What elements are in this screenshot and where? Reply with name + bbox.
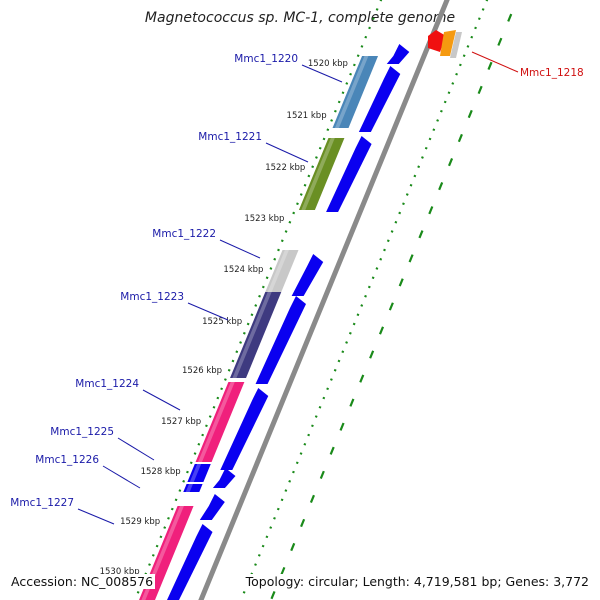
gene-bar-mmc1-1226-shine bbox=[185, 484, 193, 492]
backbone-line bbox=[198, 0, 450, 600]
gene-label: Mmc1_1222 bbox=[152, 228, 216, 240]
tick-label: 1525 kbp bbox=[202, 317, 242, 327]
gene-bar-mmc1-1223 bbox=[230, 292, 282, 378]
gene-label-highlight: Mmc1_1218 bbox=[520, 67, 584, 79]
topology-label: Topology: circular; Length: 4,719,581 bp… bbox=[243, 574, 591, 589]
gene-bar-mmc1-1221-shine bbox=[301, 138, 335, 210]
gene-label: Mmc1_1226 bbox=[35, 454, 99, 466]
gene-bar-mmc1-1225 bbox=[187, 464, 211, 482]
accession-label: Accession: NC_008576 bbox=[9, 574, 156, 589]
tick-label: 1524 kbp bbox=[223, 265, 263, 275]
gene-arrow-blue bbox=[212, 468, 236, 488]
tick-label: 1522 kbp bbox=[265, 163, 305, 173]
gene-label: Mmc1_1220 bbox=[234, 53, 298, 65]
gene-leader-line bbox=[142, 389, 181, 411]
tick-label: 1527 kbp bbox=[161, 417, 201, 427]
gene-label: Mmc1_1223 bbox=[120, 291, 184, 303]
gene-label: Mmc1_1225 bbox=[50, 426, 114, 438]
gene-arrow-blue bbox=[326, 136, 372, 212]
gene-mmc1-1218-orange bbox=[440, 30, 456, 56]
gene-bar-mmc1-1224-shine bbox=[197, 382, 235, 462]
gene-bar-mmc1-1220 bbox=[332, 56, 379, 128]
gene-arrow-blue bbox=[291, 254, 324, 296]
gene-leader-line bbox=[301, 64, 343, 83]
gene-leader-line bbox=[219, 239, 261, 259]
gene-arrow-blue bbox=[358, 66, 401, 132]
map-title: Magnetococcus sp. MC-1, complete genome bbox=[144, 10, 456, 26]
gene-leader-line-highlight bbox=[471, 51, 519, 73]
tick-rail-minor bbox=[269, 0, 519, 600]
gene-mmc1-1218-gray bbox=[450, 32, 462, 58]
gene-arrow-blue bbox=[167, 524, 213, 600]
gene-leader-line bbox=[117, 437, 155, 461]
gene-label: Mmc1_1224 bbox=[75, 378, 139, 390]
gene-bar-mmc1-1222-shine bbox=[267, 250, 289, 292]
gene-bar-mmc1-1221 bbox=[298, 138, 345, 210]
tick-label: 1520 kbp bbox=[308, 59, 348, 69]
gene-arrow-blue bbox=[255, 296, 306, 384]
gene-bar-mmc1-1222 bbox=[265, 250, 299, 292]
gene-bar-mmc1-1226 bbox=[183, 484, 203, 492]
tick-rail-outer bbox=[133, 0, 383, 600]
gene-mmc1-1218-red bbox=[428, 30, 446, 52]
gene-label: Mmc1_1221 bbox=[198, 131, 262, 143]
tick-label: 1530 kbp bbox=[100, 567, 140, 577]
gene-arrow-blue bbox=[199, 494, 225, 520]
gene-leader-line bbox=[265, 142, 309, 163]
gene-bar-mmc1-1225-shine bbox=[189, 464, 202, 482]
tick-label: 1523 kbp bbox=[244, 214, 284, 224]
gene-leader-line bbox=[102, 465, 141, 489]
gene-bar-mmc1-1220-shine bbox=[334, 56, 369, 128]
gene-bar-mmc1-1224 bbox=[195, 382, 245, 462]
tick-label: 1529 kbp bbox=[120, 517, 160, 527]
tick-label: 1526 kbp bbox=[182, 366, 222, 376]
gene-bar-mmc1-1223-shine bbox=[232, 292, 272, 378]
gene-arrow-blue bbox=[386, 44, 410, 64]
gene-leader-line bbox=[77, 508, 115, 525]
tick-label: 1521 kbp bbox=[287, 111, 327, 121]
gene-arrow-blue bbox=[220, 388, 269, 470]
gene-label: Mmc1_1227 bbox=[10, 497, 74, 509]
tick-label: 1528 kbp bbox=[141, 467, 181, 477]
gene-leader-line bbox=[187, 302, 229, 321]
tick-rail-inner bbox=[239, 0, 489, 600]
